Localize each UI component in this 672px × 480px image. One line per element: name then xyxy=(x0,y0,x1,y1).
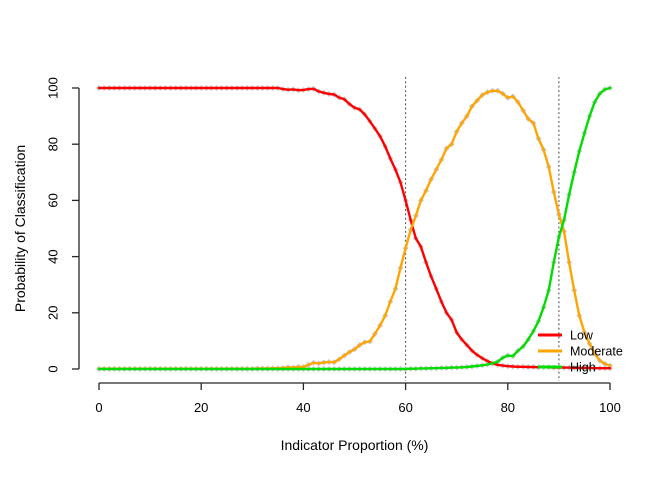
y-tick-label: 40 xyxy=(46,249,61,263)
y-tick-label: 20 xyxy=(46,306,61,320)
x-tick-label: 0 xyxy=(95,400,102,415)
x-tick-label: 40 xyxy=(296,400,310,415)
y-tick-label: 60 xyxy=(46,193,61,207)
y-tick-label: 100 xyxy=(46,77,61,99)
legend-label-moderate: Moderate xyxy=(570,345,623,359)
series-line-low xyxy=(97,86,612,370)
legend-label-high: High xyxy=(570,361,596,375)
legend-label-low: Low xyxy=(570,329,594,343)
y-tick-label: 80 xyxy=(46,137,61,151)
x-tick-label: 60 xyxy=(398,400,412,415)
y-tick-label: 0 xyxy=(46,365,61,372)
series-line-high xyxy=(97,86,612,371)
x-tick-label: 80 xyxy=(501,400,515,415)
x-tick-label: 20 xyxy=(194,400,208,415)
series-line-moderate xyxy=(97,89,612,370)
x-tick-label: 100 xyxy=(599,400,621,415)
y-axis-title: Probability of Classification xyxy=(12,145,28,312)
x-axis-title: Indicator Proportion (%) xyxy=(281,437,429,453)
